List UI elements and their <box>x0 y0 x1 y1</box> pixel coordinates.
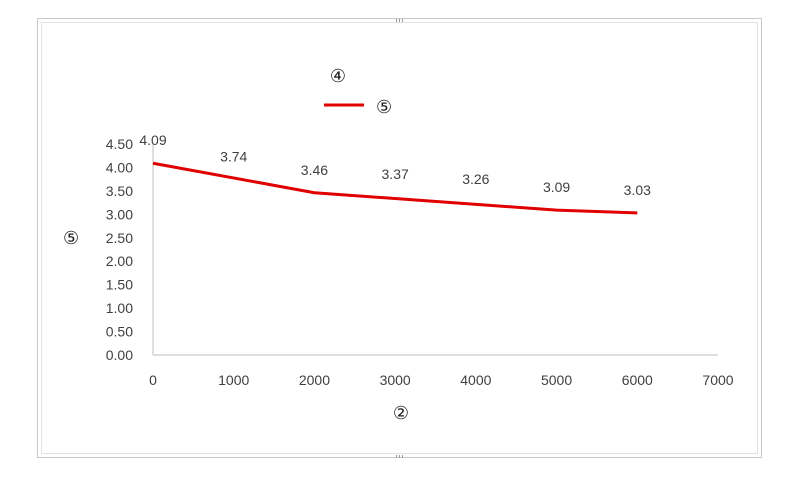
x-axis-ticks: 0 1000 2000 3000 4000 5000 6000 7000 <box>149 372 734 388</box>
chart-title: ④ <box>330 66 346 86</box>
data-label: 3.03 <box>624 182 651 198</box>
series-group <box>152 161 638 215</box>
x-axis-title: ② <box>393 403 409 423</box>
y-tick-label: 1.50 <box>106 277 133 293</box>
x-tick-label: 0 <box>149 372 157 388</box>
data-labels: 4.09 3.74 3.46 3.37 3.26 3.09 3.03 <box>139 132 651 198</box>
y-tick-label: 2.00 <box>106 253 133 269</box>
resize-handle-bottom[interactable] <box>396 455 404 458</box>
x-tick-label: 3000 <box>380 372 411 388</box>
y-axis-ticks: 0.00 0.50 1.00 1.50 2.00 2.50 3.00 3.50 4.00 4.50 <box>106 136 133 363</box>
y-tick-label: 4.00 <box>106 159 133 175</box>
y-tick-label: 2.50 <box>106 230 133 246</box>
x-tick-label: 1000 <box>218 372 249 388</box>
legend: ⑤ <box>324 97 392 117</box>
y-tick-label: 0.00 <box>106 347 133 363</box>
series-line <box>152 161 638 215</box>
data-label: 3.26 <box>462 171 489 187</box>
chart-frame <box>37 18 762 458</box>
resize-handle-top[interactable] <box>396 19 404 22</box>
y-tick-label: 4.50 <box>106 136 133 152</box>
x-tick-label: 5000 <box>541 372 572 388</box>
data-label: 3.09 <box>543 179 570 195</box>
y-tick-label: 3.00 <box>106 206 133 222</box>
data-label: 3.46 <box>301 162 328 178</box>
data-label: 4.09 <box>139 132 166 148</box>
x-tick-label: 6000 <box>622 372 653 388</box>
x-tick-label: 4000 <box>460 372 491 388</box>
y-tick-label: 3.50 <box>106 183 133 199</box>
x-tick-label: 2000 <box>299 372 330 388</box>
x-tick-label: 7000 <box>702 372 733 388</box>
chart-area[interactable] <box>41 22 758 454</box>
legend-label: ⑤ <box>376 97 392 117</box>
data-label: 3.37 <box>382 166 409 182</box>
y-tick-label: 0.50 <box>106 324 133 340</box>
y-tick-label: 1.00 <box>106 300 133 316</box>
data-label: 3.74 <box>220 149 247 165</box>
y-axis-title: ⑤ <box>63 228 79 248</box>
